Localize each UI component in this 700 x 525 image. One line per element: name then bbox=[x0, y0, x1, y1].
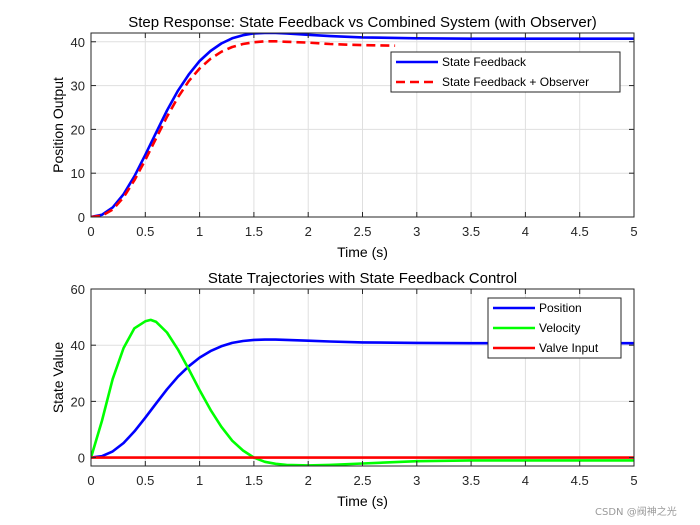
x-tick-label: 3.5 bbox=[462, 473, 480, 488]
y-axis-label: State Value bbox=[50, 342, 66, 414]
legend-label-velocity: Velocity bbox=[539, 321, 580, 335]
x-axis-label: Time (s) bbox=[337, 244, 388, 260]
x-tick-label: 4.5 bbox=[571, 473, 589, 488]
legend-label-position: Position bbox=[539, 301, 582, 315]
legend-label-valve-input: Valve Input bbox=[539, 341, 599, 355]
x-tick-label: 1 bbox=[196, 473, 203, 488]
y-tick-label: 30 bbox=[71, 79, 85, 94]
legend-box bbox=[390, 51, 621, 93]
legend: Position Velocity Valve Input bbox=[487, 297, 622, 359]
chart-title: State Trajectories with State Feedback C… bbox=[208, 270, 517, 287]
legend: State Feedback State Feedback + Observer bbox=[390, 51, 621, 93]
x-tick-label: 3 bbox=[413, 224, 420, 239]
x-tick-label: 0 bbox=[87, 224, 94, 239]
x-tick-label: 0.5 bbox=[136, 473, 154, 488]
x-tick-label: 3 bbox=[413, 473, 420, 488]
y-tick-label: 40 bbox=[71, 338, 85, 353]
x-tick-label: 2 bbox=[305, 224, 312, 239]
series-line-state-feedback-observer bbox=[91, 39, 396, 217]
y-tick-label: 40 bbox=[71, 35, 85, 50]
plot-state-trajectories: 0 0.5 1 1.5 2 2.5 3 3.5 4 4.5 5 0 20 40 60 State Trajec… bbox=[50, 270, 638, 509]
x-tick-label: 1.5 bbox=[245, 473, 263, 488]
x-axis-label: Time (s) bbox=[337, 493, 388, 509]
series-line-velocity bbox=[91, 318, 634, 466]
series-group bbox=[91, 33, 634, 217]
x-tick-label: 4 bbox=[522, 473, 529, 488]
x-tick-label: 0.5 bbox=[136, 224, 154, 239]
series-line-position bbox=[91, 338, 634, 459]
plot-step-response: 0 0.5 1 1.5 2 2.5 3 3.5 4 4.5 5 0 10 20 30 40 Step Respo… bbox=[50, 14, 638, 260]
x-tick-label: 5 bbox=[630, 224, 637, 239]
series-group bbox=[91, 318, 634, 466]
series-line-state-feedback bbox=[91, 33, 634, 217]
x-tick-label: 1 bbox=[196, 224, 203, 239]
y-axis-label: Position Output bbox=[50, 77, 66, 173]
watermark: CSDN @阀神之光 bbox=[595, 505, 677, 518]
y-tick-label: 0 bbox=[78, 210, 85, 225]
x-tick-label: 4.5 bbox=[571, 224, 589, 239]
y-tick-label: 60 bbox=[71, 282, 85, 297]
x-tick-label: 1.5 bbox=[245, 224, 263, 239]
chart-title: Step Response: State Feedback vs Combine… bbox=[128, 14, 597, 31]
x-tick-label: 3.5 bbox=[462, 224, 480, 239]
x-tick-label: 2 bbox=[305, 473, 312, 488]
legend-label-state-feedback-observer: State Feedback + Observer bbox=[442, 75, 589, 89]
x-tick-label: 2.5 bbox=[353, 224, 371, 239]
x-tick-label: 4 bbox=[522, 224, 529, 239]
x-tick-label: 2.5 bbox=[353, 473, 371, 488]
legend-label-state-feedback: State Feedback bbox=[442, 55, 527, 69]
y-tick-label: 20 bbox=[71, 122, 85, 137]
x-tick-label: 0 bbox=[87, 473, 94, 488]
y-tick-label: 0 bbox=[78, 451, 85, 466]
y-tick-label: 20 bbox=[71, 394, 85, 409]
y-tick-label: 10 bbox=[71, 166, 85, 181]
x-tick-label: 5 bbox=[630, 473, 637, 488]
